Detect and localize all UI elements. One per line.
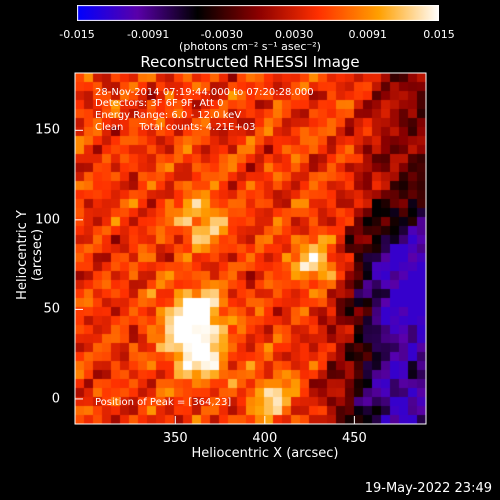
x-tick-label: 450 xyxy=(341,431,367,446)
y-tick-label: 50 xyxy=(43,301,60,317)
colorbar-tick-label: 0.0030 xyxy=(274,28,314,41)
peak-position-text: Position of Peak = [364,23] xyxy=(95,397,232,408)
y-tick-label: 150 xyxy=(35,122,60,138)
time-range-text: 28-Nov-2014 07:19:44.000 to 07:20:28.000 xyxy=(95,87,314,98)
colorbar-tick-label: -0.0030 xyxy=(200,28,244,41)
colorbar-tick-label: 0.0091 xyxy=(348,28,388,41)
chart-title: Reconstructed RHESSI Image xyxy=(140,53,360,71)
colorbar-units: (photons cm⁻² s⁻¹ asec⁻²) xyxy=(179,40,321,53)
colorbar-tick-label: 0.015 xyxy=(423,28,455,41)
x-tick-label: 350 xyxy=(162,431,188,446)
clean-counts-text: Clean Total counts: 4.21E+03 xyxy=(95,122,256,133)
x-axis-label: Heliocentric X (arcsec) xyxy=(191,446,339,461)
colorbar xyxy=(77,5,439,21)
detectors-text: Detectors: 3F 6F 9F, Att 0 xyxy=(95,98,224,109)
x-tick-label: 400 xyxy=(252,431,278,446)
y-tick-label: 0 xyxy=(51,391,60,407)
timestamp: 19-May-2022 23:49 xyxy=(364,481,492,496)
colorbar-tick-label: -0.0091 xyxy=(126,28,170,41)
colorbar-tick-label: -0.015 xyxy=(59,28,95,41)
energy-range-text: Energy Range: 6.0 - 12.0 keV xyxy=(95,110,242,121)
heatmap-image xyxy=(75,73,426,424)
plot-frame xyxy=(74,72,427,425)
y-axis-label: Heliocentric Y (arcsec) xyxy=(15,210,45,300)
y-tick-label: 100 xyxy=(35,212,60,228)
